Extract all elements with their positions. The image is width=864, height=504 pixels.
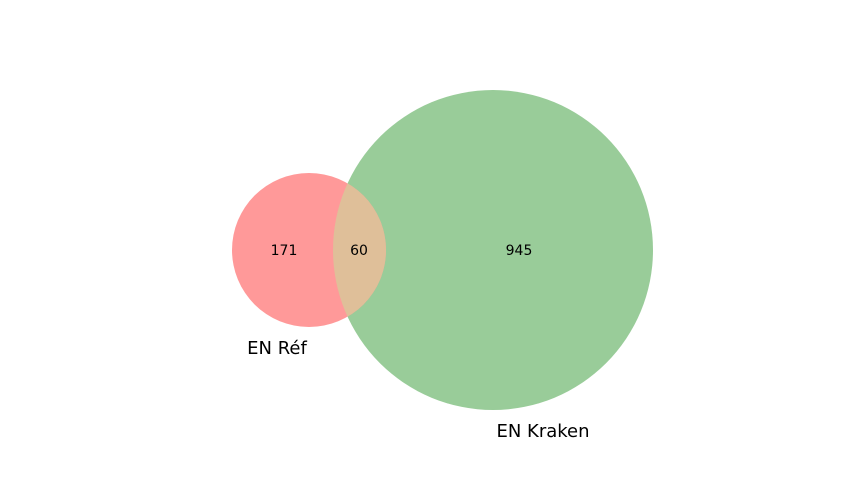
- region-count-kraken-only: 945: [506, 243, 533, 259]
- set-label-kraken: EN Kraken: [496, 421, 589, 442]
- set-circle-kraken: [333, 90, 653, 410]
- region-count-intersection: 60: [350, 243, 368, 259]
- region-count-ref-only: 171: [271, 243, 298, 259]
- set-label-ref: EN Réf: [247, 338, 307, 359]
